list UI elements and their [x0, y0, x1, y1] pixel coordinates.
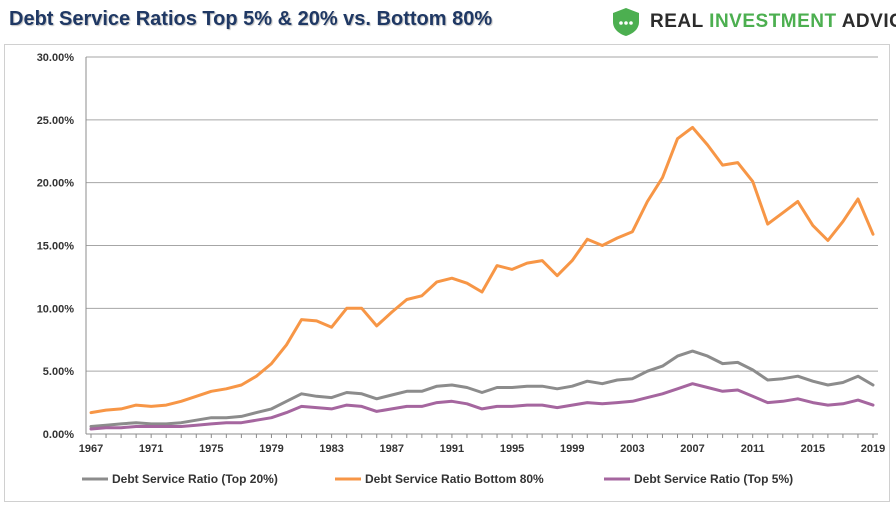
y-tick-label: 10.00% — [37, 303, 75, 315]
brand-name-part-real: REAL — [650, 11, 710, 32]
gridlines — [86, 56, 878, 372]
axes — [85, 57, 878, 438]
x-tick-label: 1967 — [79, 443, 103, 455]
x-tick-label: 1991 — [440, 443, 464, 455]
chart-title: Debt Service Ratios Top 5% & 20% vs. Bot… — [9, 8, 493, 30]
legend-label: Debt Service Ratio (Top 5%) — [634, 472, 793, 486]
x-tick-label: 1983 — [319, 443, 343, 455]
x-tick-label: 1987 — [380, 443, 404, 455]
y-tick-label: 30.00% — [37, 52, 75, 64]
legend-label: Debt Service Ratio Bottom 80% — [365, 472, 544, 486]
y-axis-ticks: 0.00% 5.00% 10.00% 15.00% 20.00% 25.00% 30.00% — [37, 52, 75, 441]
series-line-1 — [89, 349, 875, 428]
shield-chart-icon — [613, 8, 639, 36]
x-tick-label: 2019 — [861, 443, 885, 455]
x-tick-label: 1979 — [259, 443, 283, 455]
legend-label: Debt Service Ratio (Top 20%) — [112, 472, 278, 486]
x-tick-label: 1999 — [560, 443, 584, 455]
y-tick-label: 5.00% — [43, 366, 74, 378]
series-line-2 — [89, 125, 875, 415]
x-tick-label: 2003 — [620, 443, 644, 455]
x-tick-label: 1975 — [199, 443, 223, 455]
brand-logo: REAL INVESTMENT ADVICE — [611, 6, 896, 38]
y-tick-label: 20.00% — [37, 178, 75, 190]
brand-name: REAL INVESTMENT ADVICE — [650, 11, 896, 33]
x-tick-label: 2015 — [801, 443, 825, 455]
y-tick-label: 25.00% — [37, 115, 75, 127]
y-tick-label: 0.00% — [43, 429, 74, 441]
y-tick-label: 15.00% — [37, 241, 75, 253]
x-tick-label: 1971 — [139, 443, 163, 455]
series-lines — [89, 125, 875, 431]
brand-name-part-advice: ADVICE — [841, 11, 896, 32]
legend: Debt Service Ratio (Top 20%) Debt Service… — [82, 472, 793, 486]
x-tick-label: 1995 — [500, 443, 524, 455]
series-line-3 — [89, 382, 875, 431]
x-tick-label: 2007 — [680, 443, 704, 455]
x-axis-ticks: 1967 1971 1975 1979 1983 1987 1991 1995 1999 2003… — [79, 443, 885, 455]
x-tick-label: 2011 — [741, 443, 765, 455]
brand-name-part-investment: INVESTMENT — [709, 11, 837, 32]
